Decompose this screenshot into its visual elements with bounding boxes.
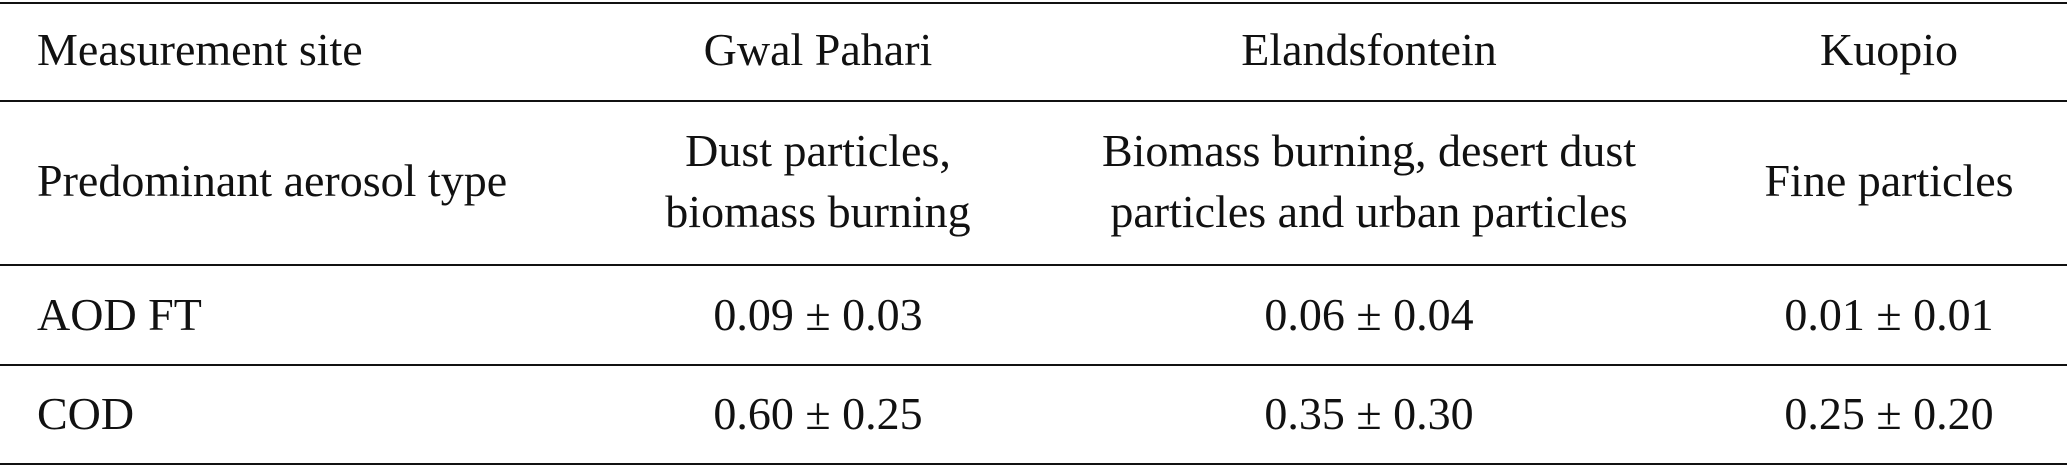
table-cell: Fine particles: [1764, 155, 2014, 206]
table-cell: particles and urban particles: [1110, 185, 1628, 237]
header-rule: [0, 100, 2067, 102]
row-rule: [0, 364, 2067, 366]
row-label: COD: [37, 388, 135, 439]
header-cell: Kuopio: [1820, 24, 1958, 75]
top-rule: [0, 2, 2067, 4]
bottom-rule: [0, 463, 2067, 465]
row-label: AOD FT: [37, 289, 202, 340]
row-rule: [0, 264, 2067, 266]
table-cell: 0.25 ± 0.20: [1784, 388, 1994, 439]
table-cell: 0.06 ± 0.04: [1264, 289, 1474, 340]
table-cell: 0.35 ± 0.30: [1264, 388, 1474, 439]
header-cell: Gwal Pahari: [703, 24, 933, 75]
table-cell: Dust particles,: [685, 124, 951, 176]
header-cell: Measurement site: [37, 24, 363, 75]
table-cell: 0.60 ± 0.25: [713, 388, 923, 439]
table-cell: Biomass burning, desert dust: [1101, 124, 1637, 176]
table-cell: 0.09 ± 0.03: [713, 289, 923, 340]
table-cell: biomass burning: [665, 185, 971, 237]
header-cell: Elandsfontein: [1241, 24, 1497, 75]
table-cell: 0.01 ± 0.01: [1784, 289, 1994, 340]
row-label: Predominant aerosol type: [37, 155, 508, 206]
